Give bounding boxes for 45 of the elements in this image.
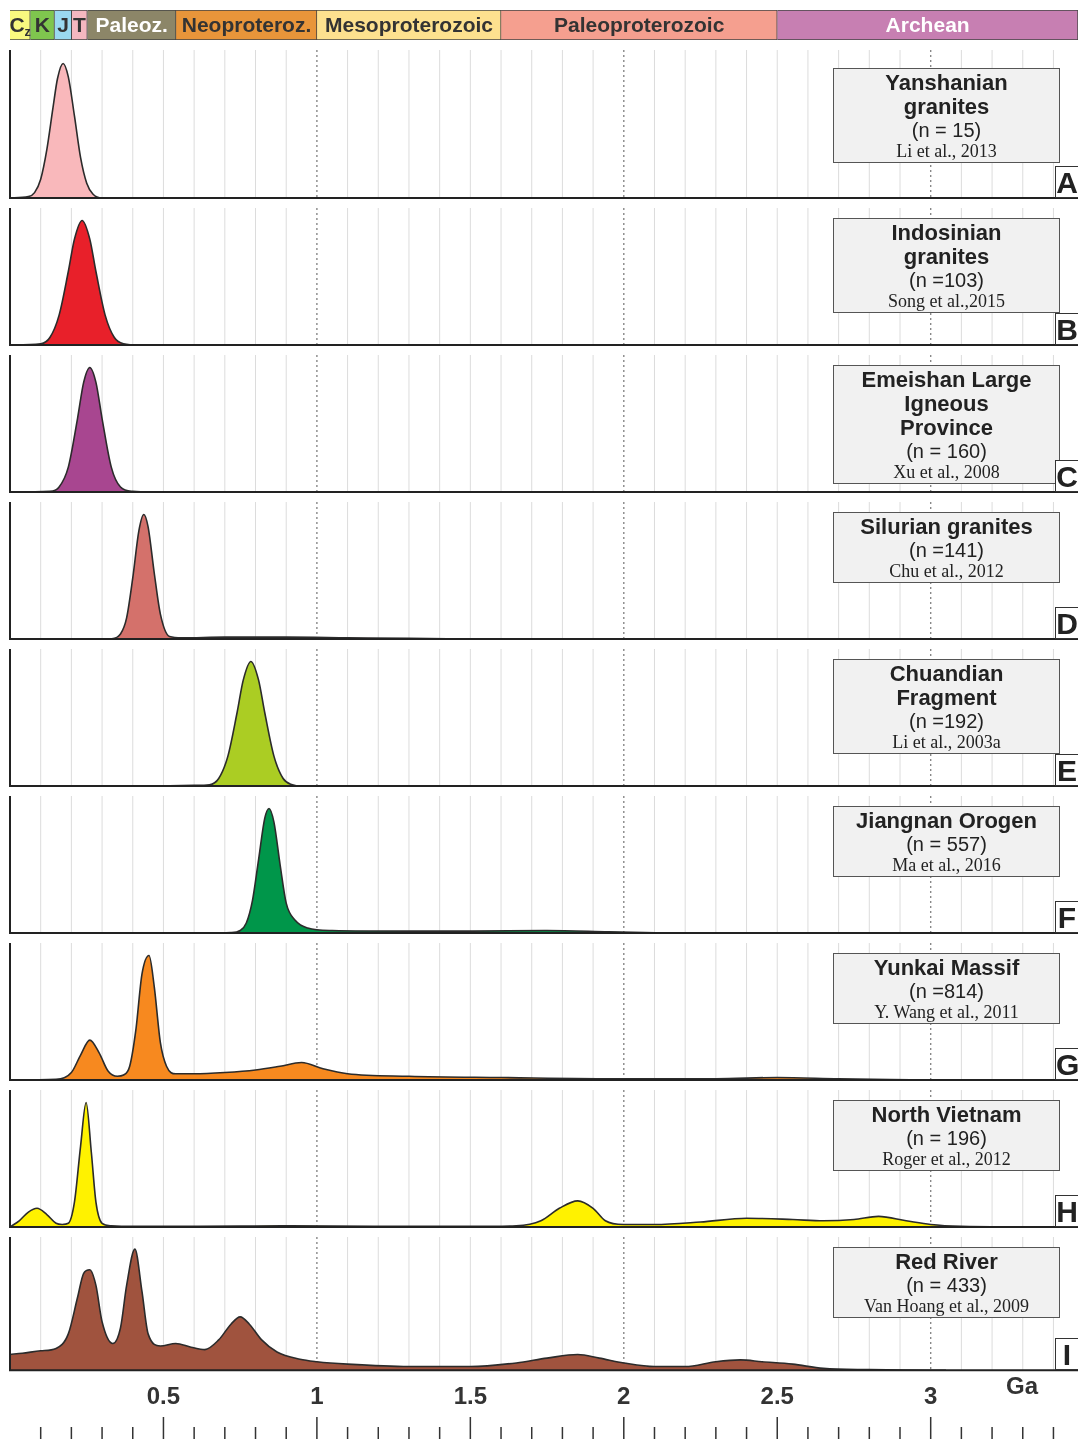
series-label: T [73,12,87,36]
letter-box: G [1055,1048,1078,1080]
x-tick-label: 0.5 [146,1382,181,1410]
annotation: Van Hoang et al., 2009 [863,1296,1030,1317]
series-label: J [57,12,69,36]
letter-box: I [1055,1338,1078,1371]
letter-box: D [1055,607,1078,639]
label-box: Chuandian Fragment (n =192) Li et al., 2003a [833,659,1060,754]
series-label: Archean [885,12,970,36]
series-label: Neoproteroz. [181,12,312,36]
x-tick-label: 2.5 [760,1382,794,1410]
chart-title: Silurian granites [859,514,1034,539]
x-tick-label: 1 [310,1382,324,1410]
letter-box: H [1055,1195,1078,1227]
annotation: Roger et al., 2012 [881,1149,1012,1170]
x-axis-title: Ga [1005,1371,1039,1399]
annotation: Song et al.,2015 [887,291,1006,312]
annotation: Xu et al., 2008 [892,462,1001,483]
chart-title: Jiangnan Orogen [856,808,1037,833]
label-box: Jiangnan Orogen (n = 557) Ma et al., 2016 [833,806,1060,877]
label-box: Yunkai Massif (n =814) Y. Wang et al., 2011 [833,953,1060,1024]
label-box: Silurian granites (n =141) Chu et al., 2012 [833,512,1060,583]
letter-box: F [1055,901,1078,933]
x-tick-label: 1.5 [453,1382,488,1410]
annotation: Li et al., 2003a [891,732,1002,753]
series-label: Paleoproterozoic [553,12,725,36]
chart-title: North Vietnam [870,1102,1023,1127]
letter-box: B [1055,313,1078,345]
series-label: Mesoproterozoic [324,12,494,36]
annotation: Chu et al., 2012 [888,561,1005,582]
letter-box: E [1055,754,1078,786]
chart-title: Yunkai Massif [872,955,1021,980]
annotation: Ma et al., 2016 [891,855,1002,876]
annotation: Li et al., 2013 [895,141,998,162]
letter-box: A [1055,166,1078,198]
label-box: Yanshanian granites (n = 15) Li et al., 2013 [833,68,1060,163]
label-box: North Vietnam (n = 196) Roger et al., 2012 [833,1100,1060,1171]
series-label: Paleoz. [95,12,168,36]
annotation: Y. Wang et al., 2011 [873,1002,1020,1023]
x-tick-label: 3 [924,1382,938,1410]
label-box: Indosinian granites (n =103) Song et al.,2015 [833,218,1060,313]
x-tick-label: 2 [617,1382,631,1410]
label-box: Red River (n = 433) Van Hoang et al., 2009 [833,1247,1060,1318]
series-label: K [34,12,50,36]
chart-title: Red River [894,1249,999,1274]
